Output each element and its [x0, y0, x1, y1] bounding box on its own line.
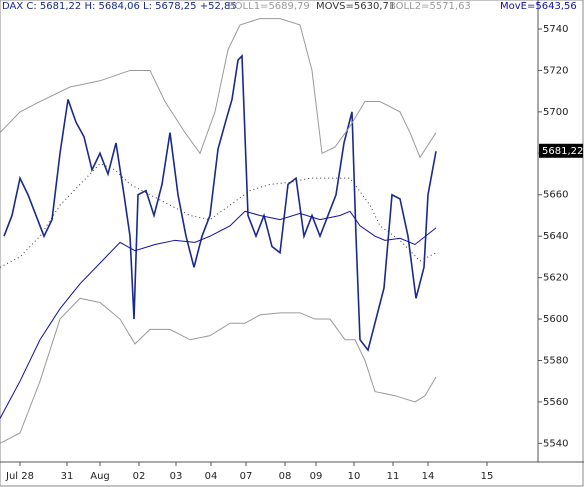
- y-tick-label: 5600: [543, 314, 568, 325]
- x-tick-label: 10: [348, 471, 361, 482]
- x-tick-label: 09: [310, 471, 323, 482]
- series-line: [0, 18, 437, 159]
- y-tick-label: 5540: [543, 438, 568, 449]
- x-tick-label: 15: [481, 471, 494, 482]
- x-tick-label: 07: [240, 471, 253, 482]
- y-tick-label: 5660: [543, 190, 568, 201]
- x-tick-label: 31: [61, 471, 74, 482]
- y-tick-label: 5560: [543, 397, 568, 408]
- y-tick-label: 5740: [543, 24, 568, 35]
- y-tick-label: 5700: [543, 107, 568, 118]
- x-tick-label: Aug: [90, 471, 110, 482]
- x-tick-label: 08: [279, 471, 292, 482]
- last-price-label: 5681,22: [542, 146, 583, 157]
- y-tick-label: 5620: [543, 273, 568, 284]
- x-tick-label: 02: [133, 471, 146, 482]
- legend-label: BOLL2=5571,63: [389, 1, 471, 12]
- series-line: [3, 54, 437, 352]
- x-tick-label: 14: [422, 471, 435, 482]
- series-line: [0, 297, 437, 444]
- y-tick-label: 5720: [543, 65, 568, 76]
- x-tick-label: 04: [205, 471, 218, 482]
- y-tick-label: 5640: [543, 231, 568, 242]
- y-tick-label: 5580: [543, 355, 568, 366]
- legend-label: MovE=5643,56: [500, 1, 577, 12]
- series-line: [0, 210, 437, 419]
- series-line: [0, 163, 437, 268]
- legend-label: MOVS=5630,71: [316, 1, 395, 12]
- x-tick-label: 11: [387, 471, 400, 482]
- x-tick-label: Jul 28: [5, 471, 34, 482]
- x-tick-label: 03: [170, 471, 183, 482]
- last-price-box: [539, 143, 583, 158]
- legend-label: DAX C: 5681,22 H: 5684,06 L: 5678,25 +52…: [2, 1, 237, 12]
- legend-label: BOLL1=5689,79: [228, 1, 310, 12]
